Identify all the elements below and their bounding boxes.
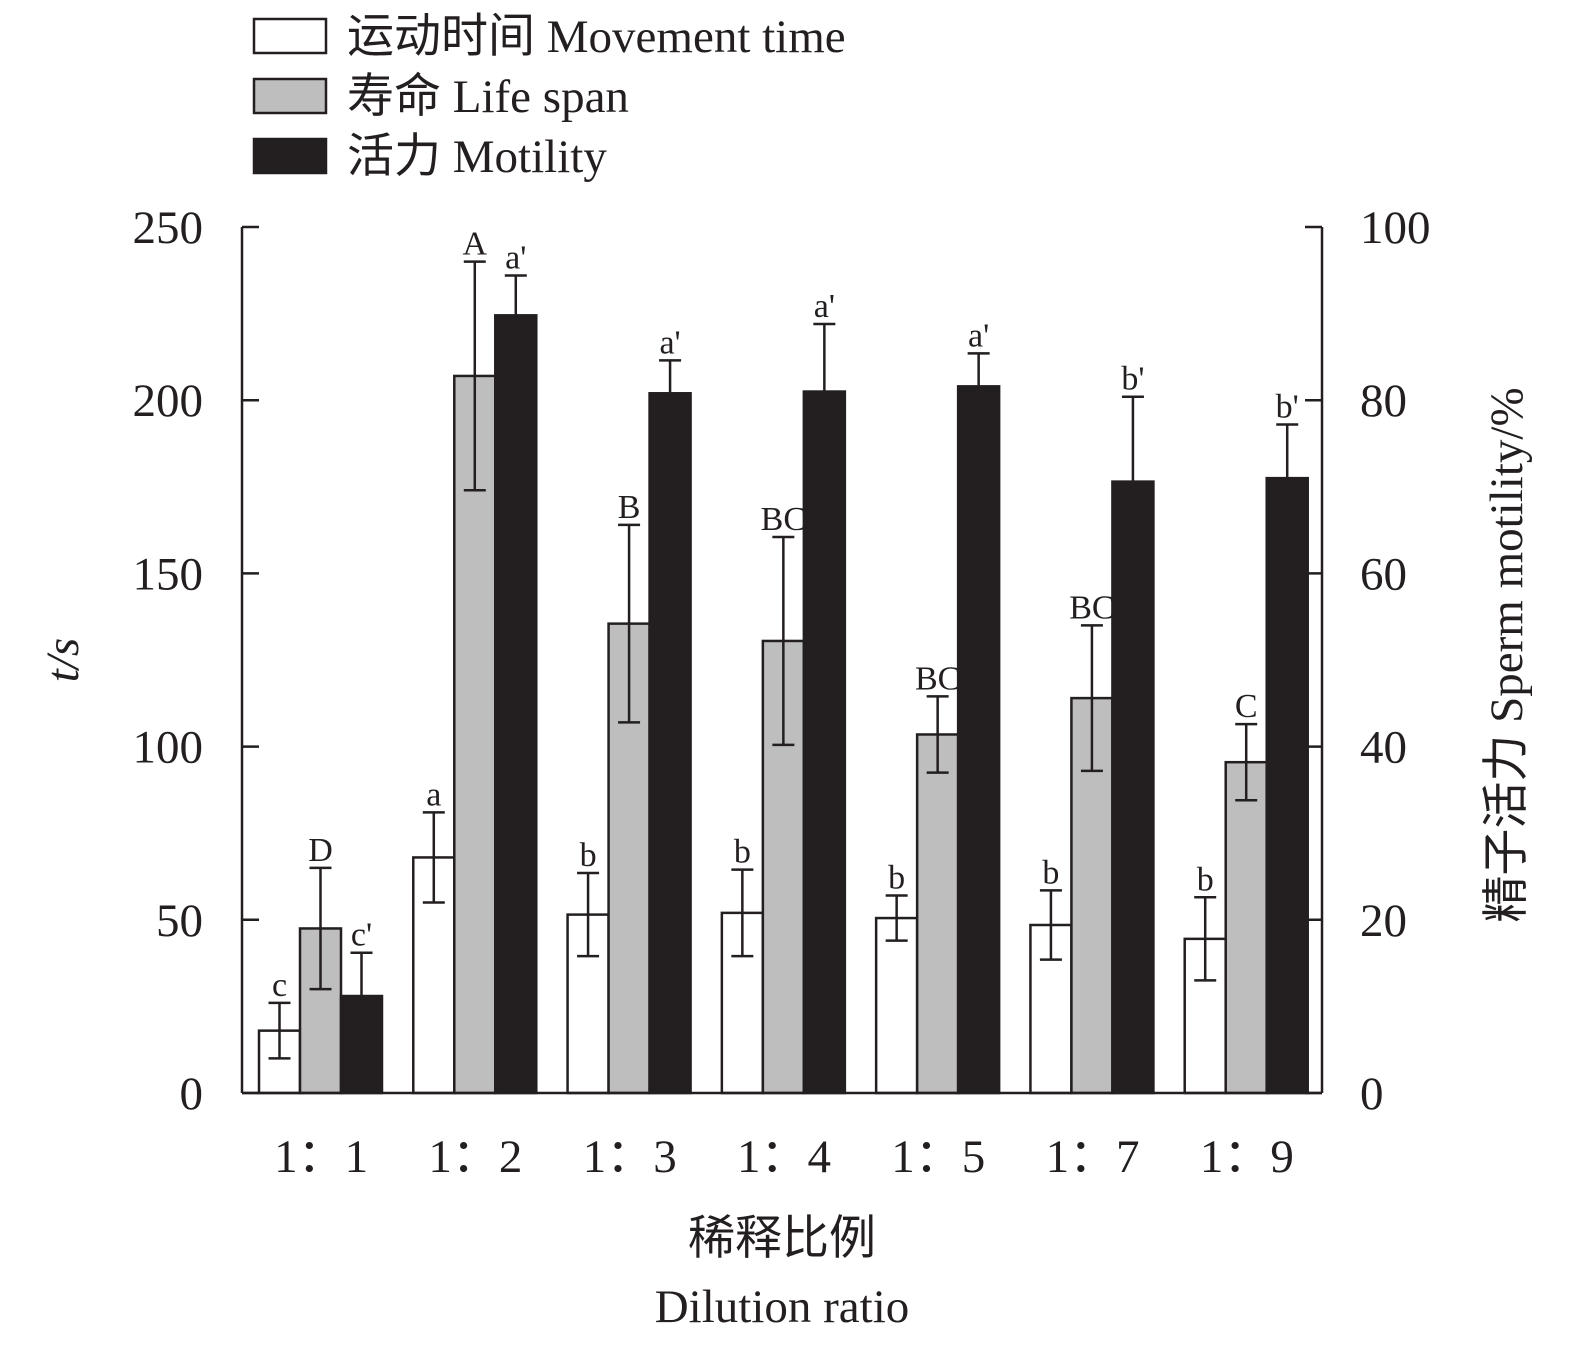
x-tick-label-3: 1：3 bbox=[583, 1131, 677, 1183]
legend-label-life-span: 寿命 Life span bbox=[347, 71, 629, 123]
x-tick-label-7: 1：9 bbox=[1200, 1131, 1294, 1183]
significance-label-life-span-3: B bbox=[618, 489, 641, 526]
significance-label-life-span-2: A bbox=[463, 226, 488, 263]
significance-label-movement-time-4: b bbox=[734, 834, 751, 871]
x-tick-label-5: 1：5 bbox=[891, 1131, 985, 1183]
significance-label-life-span-6: BC bbox=[1069, 589, 1114, 626]
y-right-tick-label-100: 100 bbox=[1360, 202, 1431, 254]
significance-label-motility-6: b' bbox=[1121, 361, 1144, 398]
bar-movement-time-5 bbox=[874, 916, 919, 1095]
bar-motility-3 bbox=[648, 392, 692, 1095]
significance-label-movement-time-6: b bbox=[1042, 854, 1059, 891]
x-axis-label-en: Dilution ratio bbox=[655, 1281, 910, 1333]
y-right-tick-label-20: 20 bbox=[1360, 895, 1407, 947]
y-right-tick-label-60: 60 bbox=[1360, 548, 1407, 600]
significance-label-movement-time-1: c bbox=[272, 967, 287, 1004]
legend-swatch-motility bbox=[252, 137, 328, 175]
y-left-tick-label-200: 200 bbox=[133, 375, 204, 427]
bar-life-span-5 bbox=[915, 733, 960, 1095]
significance-label-movement-time-5: b bbox=[888, 860, 905, 897]
significance-label-life-span-4: BC bbox=[761, 501, 806, 538]
bar-motility-7 bbox=[1265, 476, 1309, 1095]
significance-label-movement-time-3: b bbox=[580, 837, 597, 874]
legend-label-movement-time: 运动时间 Movement time bbox=[347, 11, 846, 63]
bar-life-span-7 bbox=[1224, 760, 1268, 1095]
x-tick-label-6: 1：7 bbox=[1046, 1131, 1140, 1183]
significance-label-motility-4: a' bbox=[814, 288, 835, 325]
bar-motility-5 bbox=[956, 385, 1001, 1095]
y-right-tick-label-0: 0 bbox=[1360, 1068, 1384, 1120]
y-left-tick-label-250: 250 bbox=[133, 202, 204, 254]
legend-swatch-movement-time bbox=[252, 17, 328, 55]
x-tick-label-2: 1：2 bbox=[428, 1131, 522, 1183]
y-left-tick-label-150: 150 bbox=[133, 548, 204, 600]
y-right-tick-label-80: 80 bbox=[1360, 375, 1407, 427]
y-left-tick-label-100: 100 bbox=[133, 722, 204, 774]
y-left-tick-label-50: 50 bbox=[156, 895, 203, 947]
axis-ticks: 1：1 1：2 1：3 1：4 1：5 1：7 1：9 0 50 100 150 200 250 0 20 4… bbox=[133, 202, 1431, 1183]
significance-label-movement-time-7: b bbox=[1197, 861, 1214, 898]
bar-motility-2 bbox=[494, 314, 538, 1095]
y-left-tick-label-0: 0 bbox=[180, 1068, 204, 1120]
y-right-tick-label-40: 40 bbox=[1360, 722, 1407, 774]
significance-label-life-span-5: BC bbox=[915, 660, 960, 697]
significance-label-motility-5: a' bbox=[968, 317, 989, 354]
legend: 运动时间 Movement time 寿命 Life span 活力 Motil… bbox=[252, 11, 846, 183]
y-axis-left-label: t/s bbox=[37, 638, 89, 682]
y-axis-right-label: 精子活力 Sperm motility/% bbox=[1481, 387, 1533, 922]
significance-label-motility-3: a' bbox=[659, 324, 680, 361]
significance-label-motility-1: c' bbox=[351, 917, 372, 954]
x-axis-label-zh: 稀释比例 bbox=[688, 1213, 876, 1265]
x-tick-label-1: 1：1 bbox=[274, 1131, 368, 1183]
significance-label-movement-time-2: a bbox=[426, 776, 441, 813]
legend-label-motility: 活力 Motility bbox=[347, 131, 607, 183]
bar-motility-6 bbox=[1111, 480, 1155, 1095]
x-tick-label-4: 1：4 bbox=[737, 1131, 831, 1183]
significance-label-life-span-1: D bbox=[308, 832, 333, 869]
plot-area: c Dc' a A a' b Ba' b BC a' b BC a' b BC b' b Cb' bbox=[257, 226, 1309, 1095]
significance-label-life-span-7: C bbox=[1235, 688, 1258, 725]
significance-label-motility-7: b' bbox=[1276, 388, 1299, 425]
significance-label-motility-2: a' bbox=[505, 239, 526, 276]
bar-motility-4 bbox=[802, 390, 847, 1095]
axes bbox=[240, 227, 1324, 1095]
legend-swatch-life-span bbox=[252, 77, 328, 115]
